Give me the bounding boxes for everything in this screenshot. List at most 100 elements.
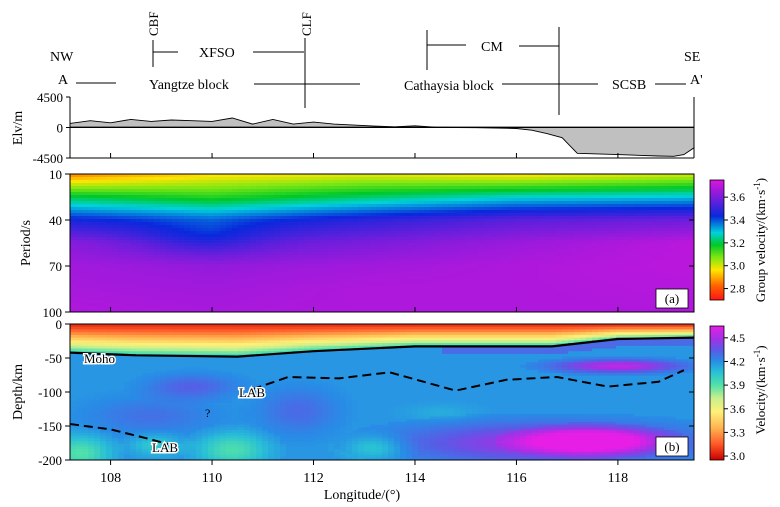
heatmap-cell-a (628, 288, 635, 292)
heatmap-cell-a (616, 273, 623, 277)
heatmap-cell-a (514, 234, 521, 238)
heatmap-cell-a (178, 219, 185, 223)
heatmap-cell-a (100, 297, 107, 301)
heatmap-cell-a (304, 261, 311, 265)
heatmap-cell-a (520, 273, 527, 277)
heatmap-cell-a (154, 300, 161, 304)
heatmap-cell-a (304, 267, 311, 271)
heatmap-cell-a (346, 243, 353, 247)
heatmap-cell-a (328, 306, 335, 310)
heatmap-cell-a (112, 198, 119, 202)
heatmap-cell-a (406, 309, 413, 312)
heatmap-cell-a (490, 249, 497, 253)
heatmap-cell-a (562, 282, 569, 286)
heatmap-cell-a (622, 192, 629, 196)
heatmap-cell-a (94, 261, 101, 265)
heatmap-cell-a (274, 177, 281, 181)
heatmap-cell-a (226, 291, 233, 295)
heatmap-cell-a (562, 276, 569, 280)
heatmap-cell-a (100, 222, 107, 226)
heatmap-cell-a (508, 300, 515, 304)
heatmap-cell-a (226, 174, 233, 178)
heatmap-cell-a (202, 234, 209, 238)
heatmap-cell-a (214, 174, 221, 178)
heatmap-cell-a (136, 198, 143, 202)
heatmap-cell-a (214, 294, 221, 298)
heatmap-cell-a (526, 306, 533, 310)
heatmap-cell-a (388, 228, 395, 232)
heatmap-cell-a (406, 174, 413, 178)
heatmap-cell-a (160, 210, 167, 214)
heatmap-cell-a (406, 198, 413, 202)
heatmap-cell-a (178, 264, 185, 268)
heatmap-cell-a (226, 279, 233, 283)
heatmap-cell-a (274, 231, 281, 235)
heatmap-cell-a (286, 237, 293, 241)
heatmap-cell-a (298, 201, 305, 205)
heatmap-cell-a (364, 255, 371, 259)
heatmap-cell-a (166, 273, 173, 277)
heatmap-cell-a (214, 252, 221, 256)
heatmap-cell-a (556, 279, 563, 283)
heatmap-cell-a (166, 297, 173, 301)
heatmap-cell-a (562, 183, 569, 187)
heatmap-cell-a (178, 255, 185, 259)
heatmap-cell-a (472, 234, 479, 238)
heatmap-cell-a (292, 258, 299, 262)
heatmap-cell-a (142, 210, 149, 214)
heatmap-cell-a (124, 249, 131, 253)
heatmap-cell-a (316, 219, 323, 223)
heatmap-cell-a (412, 273, 419, 277)
heatmap-cell-a (130, 180, 137, 184)
heatmap-cell-a (574, 261, 581, 265)
heatmap-cell-a (226, 267, 233, 271)
heatmap-cell-a (76, 270, 83, 274)
heatmap-cell-a (286, 183, 293, 187)
heatmap-cell-a (346, 252, 353, 256)
heatmap-cell-a (574, 300, 581, 304)
heatmap-cell-a (430, 231, 437, 235)
heatmap-cell-a (334, 285, 341, 289)
heatmap-cell-a (508, 201, 515, 205)
heatmap-cell-a (262, 183, 269, 187)
heatmap-cell-a (250, 225, 257, 229)
heatmap-cell-a (280, 246, 287, 250)
heatmap-cell-a (592, 279, 599, 283)
heatmap-cell-a (400, 267, 407, 271)
heatmap-cell-a (544, 252, 551, 256)
heatmap-cell-a (214, 180, 221, 184)
heatmap-cell-a (202, 216, 209, 220)
heatmap-cell-a (100, 180, 107, 184)
heatmap-cell-a (112, 261, 119, 265)
heatmap-cell-a (298, 267, 305, 271)
label-a: A (58, 73, 69, 88)
heatmap-cell-a (148, 174, 155, 178)
heatmap-cell-a (130, 219, 137, 223)
heatmap-cell-a (382, 249, 389, 253)
heatmap-cell-a (292, 183, 299, 187)
heatmap-cell-a (106, 255, 113, 259)
heatmap-cell-a (604, 261, 611, 265)
heatmap-cell-a (658, 246, 665, 250)
a-ytick-label: 40 (49, 213, 62, 228)
heatmap-cell-a (178, 294, 185, 298)
heatmap-cell-a (82, 261, 89, 265)
heatmap-cell-a (652, 195, 659, 199)
heatmap-cell-a (538, 216, 545, 220)
heatmap-cell-a (202, 180, 209, 184)
heatmap-cell-a (520, 264, 527, 268)
heatmap-cell-a (322, 186, 329, 190)
heatmap-cell-a (238, 288, 245, 292)
heatmap-cell-a (190, 228, 197, 232)
heatmap-cell-a (556, 210, 563, 214)
heatmap-cell-a (232, 174, 239, 178)
heatmap-cell-a (250, 261, 257, 265)
heatmap-cell-a (262, 261, 269, 265)
heatmap-cell-a (310, 267, 317, 271)
heatmap-cell-a (250, 252, 257, 256)
heatmap-cell-a (598, 228, 605, 232)
heatmap-cell-a (130, 225, 137, 229)
heatmap-cell-a (196, 297, 203, 301)
heatmap-cell-a (514, 267, 521, 271)
heatmap-cell-a (310, 291, 317, 295)
